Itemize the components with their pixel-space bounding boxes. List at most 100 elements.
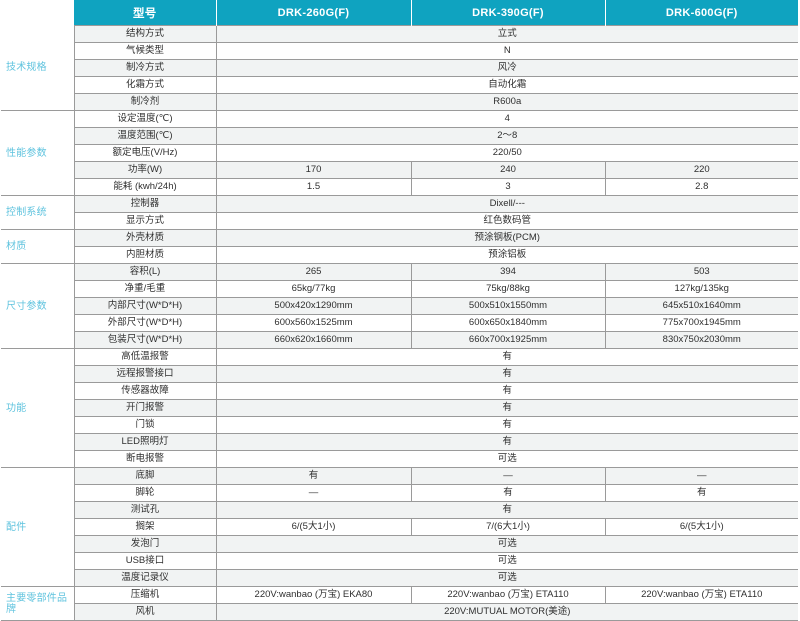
parameter-label: LED照明灯 <box>74 433 217 451</box>
value-cell-model-2: 600x650x1840mm <box>411 314 606 332</box>
value-cell-all-models: 有 <box>216 501 798 519</box>
table-row: 额定电压(V/Hz) 220/50 <box>1 144 798 162</box>
table-row: 材质 外壳材质 预涂钢板(PCM) <box>1 229 798 264</box>
table-row: 开门报警有 <box>1 399 798 417</box>
table-row: 门锁有 <box>1 416 798 434</box>
value-cell-model-2: 240 <box>411 161 606 179</box>
value-cell-all-models: 有 <box>216 382 798 400</box>
value-cell-model-3: 2.8 <box>605 178 798 196</box>
value-cell-all-models: 有 <box>216 416 798 434</box>
category-label: 配件 <box>1 467 75 587</box>
parameter-label: 内部尺寸(W*D*H) <box>74 297 217 315</box>
value-cell-all-models: 2〜8 <box>216 127 798 145</box>
value-cell-model-2: 500x510x1550mm <box>411 297 606 315</box>
value-cell-model-1: 6/(5大1小) <box>216 518 412 536</box>
parameter-label: 远程报警接口 <box>74 365 217 383</box>
table-row: 温度记录仪 可选 <box>1 569 798 587</box>
value-cell-model-3: 127kg/135kg <box>605 280 798 298</box>
value-cell-model-3: 220V:wanbao (万宝) ETA110 <box>605 586 798 604</box>
table-row: 净重/毛重 65kg/77kg 75kg/88kg 127kg/135kg <box>1 280 798 298</box>
value-cell-model-3: 有 <box>605 484 798 502</box>
table-row: 搁架 6/(5大1小) 7/(6大1小) 6/(5大1小) <box>1 518 798 536</box>
value-cell-all-models: 有 <box>216 348 798 366</box>
table-row: 内部尺寸(W*D*H) 500x420x1290mm 500x510x1550mm 6… <box>1 297 798 315</box>
value-cell-model-2: 75kg/88kg <box>411 280 606 298</box>
table-row: 断电报警 可选 <box>1 450 798 468</box>
value-cell-model-2: 220V:wanbao (万宝) ETA110 <box>411 586 606 604</box>
value-cell-all-models: 风冷 <box>216 59 798 77</box>
value-cell-all-models: 有 <box>216 365 798 383</box>
value-cell-model-2: 660x700x1925mm <box>411 331 606 349</box>
parameter-label: 显示方式 <box>74 212 217 230</box>
parameter-label: 底脚 <box>74 467 217 485</box>
parameter-label: 结构方式 <box>74 25 217 43</box>
header-model-1: DRK-260G(F) <box>216 0 412 26</box>
table-row: 能耗 (kwh/24h) 1.5 3 2.8 <box>1 178 798 196</box>
header-model-3: DRK-600G(F) <box>605 0 798 26</box>
parameter-label: 搁架 <box>74 518 217 536</box>
parameter-label: 能耗 (kwh/24h) <box>74 178 217 196</box>
value-cell-model-1: 265 <box>216 263 412 281</box>
value-cell-model-3: 830x750x2030mm <box>605 331 798 349</box>
table-row: 功率(W) 170 240 220 <box>1 161 798 179</box>
parameter-label: 控制器 <box>74 195 217 213</box>
table-row: 功能 高低温报警有 <box>1 348 798 468</box>
value-cell-all-models: 预涂钢板(PCM) <box>216 229 798 247</box>
parameter-label: 功率(W) <box>74 161 217 179</box>
value-cell-model-1: — <box>216 484 412 502</box>
parameter-label: 制冷剂 <box>74 93 217 111</box>
value-cell-model-1: 600x560x1525mm <box>216 314 412 332</box>
table-row: 风机 220V:MUTUAL MOTOR(美途) <box>1 603 798 621</box>
table-row: 主要零部件品牌 压缩机 220V:wanbao (万宝) EKA80 220V:wan… <box>1 586 798 621</box>
parameter-label: 容积(L) <box>74 263 217 281</box>
value-cell-all-models: 预涂铝板 <box>216 246 798 264</box>
value-cell-model-3: 6/(5大1小) <box>605 518 798 536</box>
value-cell-model-2: — <box>411 467 606 485</box>
table-row: 传感器故障有 <box>1 382 798 400</box>
parameter-label: 断电报警 <box>74 450 217 468</box>
category-label: 功能 <box>1 348 75 468</box>
table-row: 内胆材质 预涂铝板 <box>1 246 798 264</box>
value-cell-all-models: 可选 <box>216 569 798 587</box>
value-cell-model-3: 775x700x1945mm <box>605 314 798 332</box>
table-row: 性能参数 设定温度(℃) 4 <box>1 110 798 196</box>
table-row: 脚轮 — 有有 <box>1 484 798 502</box>
value-cell-all-models: 红色数码管 <box>216 212 798 230</box>
parameter-label: 温度记录仪 <box>74 569 217 587</box>
table-row: 气候类型 N <box>1 42 798 60</box>
parameter-label: 气候类型 <box>74 42 217 60</box>
header-category-blank <box>1 0 74 26</box>
value-cell-model-1: 1.5 <box>216 178 412 196</box>
table-row: USB接口 可选 <box>1 552 798 570</box>
table-row: 发泡门 可选 <box>1 535 798 553</box>
table-row: 远程报警接口有 <box>1 365 798 383</box>
parameter-label: 设定温度(℃) <box>74 110 217 128</box>
parameter-label: 压缩机 <box>74 586 217 604</box>
table-body: 技术规格 结构方式 立式 气候类型 N 制冷方式 风冷 化霜方式 自动化霜 制冷剂 R600a 性能参… <box>1 25 798 621</box>
parameter-label: 脚轮 <box>74 484 217 502</box>
parameter-label: 测试孔 <box>74 501 217 519</box>
value-cell-all-models: 可选 <box>216 552 798 570</box>
table-row: 包装尺寸(W*D*H) 660x620x1660mm 660x700x1925mm 8… <box>1 331 798 349</box>
table-row: 制冷方式 风冷 <box>1 59 798 77</box>
table-header: 型号 DRK-260G(F) DRK-390G(F) DRK-600G(F) <box>1 0 798 26</box>
value-cell-all-models: 有 <box>216 433 798 451</box>
table-row: 外部尺寸(W*D*H) 600x560x1525mm 600x650x1840mm 7… <box>1 314 798 332</box>
value-cell-model-2: 394 <box>411 263 606 281</box>
parameter-label: 高低温报警 <box>74 348 217 366</box>
value-cell-all-models: 立式 <box>216 25 798 43</box>
value-cell-all-models: 4 <box>216 110 798 128</box>
value-cell-model-3: 220 <box>605 161 798 179</box>
category-label: 主要零部件品牌 <box>1 586 75 621</box>
value-cell-model-1: 500x420x1290mm <box>216 297 412 315</box>
header-row: 型号 DRK-260G(F) DRK-390G(F) DRK-600G(F) <box>1 0 798 26</box>
parameter-label: 净重/毛重 <box>74 280 217 298</box>
table-row: 化霜方式 自动化霜 <box>1 76 798 94</box>
parameter-label: 额定电压(V/Hz) <box>74 144 217 162</box>
value-cell-model-1: 220V:wanbao (万宝) EKA80 <box>216 586 412 604</box>
parameter-label: 包装尺寸(W*D*H) <box>74 331 217 349</box>
table-row: LED照明灯有 <box>1 433 798 451</box>
value-cell-model-1: 有 <box>216 467 412 485</box>
category-label: 技术规格 <box>1 25 75 111</box>
